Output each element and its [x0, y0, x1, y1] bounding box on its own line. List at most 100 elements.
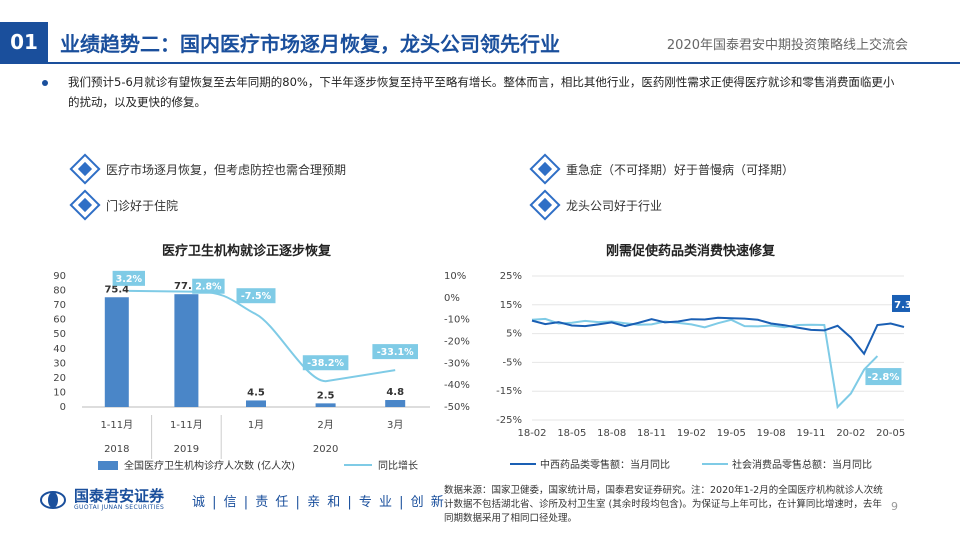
key-point-text: 门诊好于住院 [106, 198, 179, 213]
y-right-tick-label: -50% [444, 402, 470, 413]
y-left-tick-label: 90 [53, 271, 66, 282]
y-tick-label: 15% [500, 300, 522, 311]
x-tick-label: 3月 [387, 419, 403, 431]
bar-value-label: 4.5 [247, 387, 265, 398]
key-point-2: 门诊好于住院 [69, 189, 179, 221]
series-line-pharma [531, 316, 905, 356]
line-value-label: -33.1% [377, 347, 414, 358]
company-logo: 国泰君安证券 GUOTAI JUNAN SECURITIES [40, 488, 164, 511]
bar [385, 400, 406, 407]
line-label-box [112, 270, 145, 286]
y-tick-label: -25% [496, 415, 522, 426]
x-tick-label: 20-02 [836, 428, 865, 439]
group-label: 2020 [313, 444, 338, 455]
key-point-text: 龙头公司好于行业 [566, 198, 663, 213]
header-divider [0, 62, 960, 64]
y-left-tick-label: 20 [53, 373, 66, 384]
bar-value-label: 4.8 [386, 387, 404, 398]
bar-value-label: 77.5 [174, 281, 199, 292]
diamond-bullet-icon [69, 153, 101, 185]
x-tick-label: 19-08 [757, 428, 786, 439]
line-label-box [302, 355, 349, 371]
line-value-label: 3.2% [116, 274, 143, 285]
line-value-label: -7.5% [241, 291, 272, 302]
legend-label: 中西药品类零售额：当月同比 [540, 458, 670, 471]
x-tick-label: 20-05 [876, 428, 905, 439]
x-tick-label: 1-11月 [170, 419, 203, 431]
x-tick-label: 18-08 [597, 428, 626, 439]
bar [315, 403, 336, 407]
y-right-tick-label: -30% [444, 358, 470, 369]
line-value-label: 2.8% [195, 282, 222, 293]
y-left-tick-label: 60 [53, 315, 66, 326]
x-tick-label: 1-11月 [100, 419, 133, 431]
source-note: 数据来源：国家卫健委，国家统计局，国泰君安证券研究。注：2020年1-2月的全国… [444, 485, 883, 524]
diamond-bullet-icon [529, 153, 561, 185]
bar [104, 297, 129, 407]
y-tick-label: 25% [500, 271, 522, 282]
legend-label: 同比增长 [378, 459, 418, 472]
y-left-tick-label: 10 [53, 387, 66, 398]
key-point-1: 医疗市场逐月恢复，但考虑防控也需合理预期 [69, 153, 347, 185]
logo-name: 国泰君安证券 [74, 487, 165, 505]
chart1-title: 医疗卫生机构就诊正逐步恢复 [162, 244, 332, 259]
y-right-tick-label: -10% [444, 315, 470, 326]
logo-english: GUOTAI JUNAN SECURITIES [74, 504, 165, 511]
yoy-growth-line [128, 289, 396, 383]
end-value-label: 7.3% [894, 300, 910, 311]
slide-header: 01 业绩趋势二：国内医疗市场逐月恢复，龙头公司领先行业 2020年国泰君安中期… [0, 0, 960, 64]
visits-chart: 90 80 70 60 50 40 30 20 10 0 10% 0% -10% -20% -30% -40%… [53, 270, 470, 472]
line-label-box [372, 344, 418, 360]
y-left-tick-label: 40 [53, 344, 66, 355]
key-point-text: 医疗市场逐月恢复，但考虑防控也需合理预期 [106, 162, 347, 177]
series-line-retail-total [531, 317, 879, 410]
y-right-tick-label: 10% [444, 271, 466, 282]
bar [246, 400, 266, 407]
end-label-box [892, 294, 910, 312]
x-tick-label: 18-02 [517, 428, 546, 439]
y-right-tick-label: -20% [444, 337, 470, 348]
bar [174, 294, 199, 407]
page-number: 9 [891, 500, 898, 513]
logo-icon [40, 490, 66, 509]
event-name: 2020年国泰君安中期投资策略线上交流会 [666, 38, 908, 53]
line-label-box [236, 288, 276, 304]
x-tick-label: 18-05 [557, 428, 586, 439]
y-tick-label: -15% [496, 386, 522, 397]
y-right-tick-label: -40% [444, 380, 470, 391]
key-point-3: 重急症（不可择期）好于普慢病（可择期） [529, 153, 795, 185]
y-right-tick-label: 0% [444, 293, 460, 304]
y-left-tick-label: 30 [53, 358, 66, 369]
y-left-tick-label: 70 [53, 300, 66, 311]
bar-value-label: 75.4 [104, 284, 129, 295]
group-label: 2019 [174, 444, 199, 455]
slide-title: 业绩趋势二：国内医疗市场逐月恢复，龙头公司领先行业 [60, 32, 560, 56]
y-tick-label: -5% [503, 357, 522, 368]
x-tick-label: 19-05 [717, 428, 746, 439]
line-label-box [192, 278, 225, 294]
section-number: 01 [0, 22, 48, 62]
end-label-box [865, 368, 902, 386]
y-left-tick-label: 80 [53, 286, 66, 297]
legend-swatch-bar [98, 461, 118, 470]
line-value-label: -38.2% [307, 358, 344, 369]
end-value-label: -2.8% [867, 372, 899, 383]
x-tick-label: 18-11 [637, 428, 666, 439]
summary-paragraph: 我们预计5-6月就诊有望恢复至去年同期的80%，下半年逐步恢复至持平至略有增长。… [68, 75, 895, 109]
corporate-values: 诚 | 信 | 责 任 | 亲 和 | 专 业 | 创 新 [192, 495, 446, 510]
bullet-dot-icon [42, 80, 48, 86]
x-tick-label: 1月 [248, 419, 264, 431]
chart2-title: 刚需促使药品类消费快速修复 [606, 244, 776, 259]
x-tick-label: 19-11 [796, 428, 825, 439]
x-tick-label: 19-02 [677, 428, 706, 439]
key-point-text: 重急症（不可择期）好于普慢病（可择期） [566, 162, 795, 177]
key-point-4: 龙头公司好于行业 [529, 189, 663, 221]
diamond-bullet-icon [529, 189, 561, 221]
bar-value-label: 2.5 [317, 390, 335, 401]
x-tick-label: 2月 [317, 419, 333, 431]
retail-chart: 25% 15% 5% -5% -15% -25% 18-02 18-05 18-08 18-11 1… [496, 271, 910, 471]
y-tick-label: 5% [506, 329, 522, 340]
legend-label: 全国医疗卫生机构诊疗人次数 (亿人次) [124, 459, 295, 472]
legend-label: 社会消费品零售总额：当月同比 [732, 458, 872, 471]
diamond-bullet-icon [69, 189, 101, 221]
